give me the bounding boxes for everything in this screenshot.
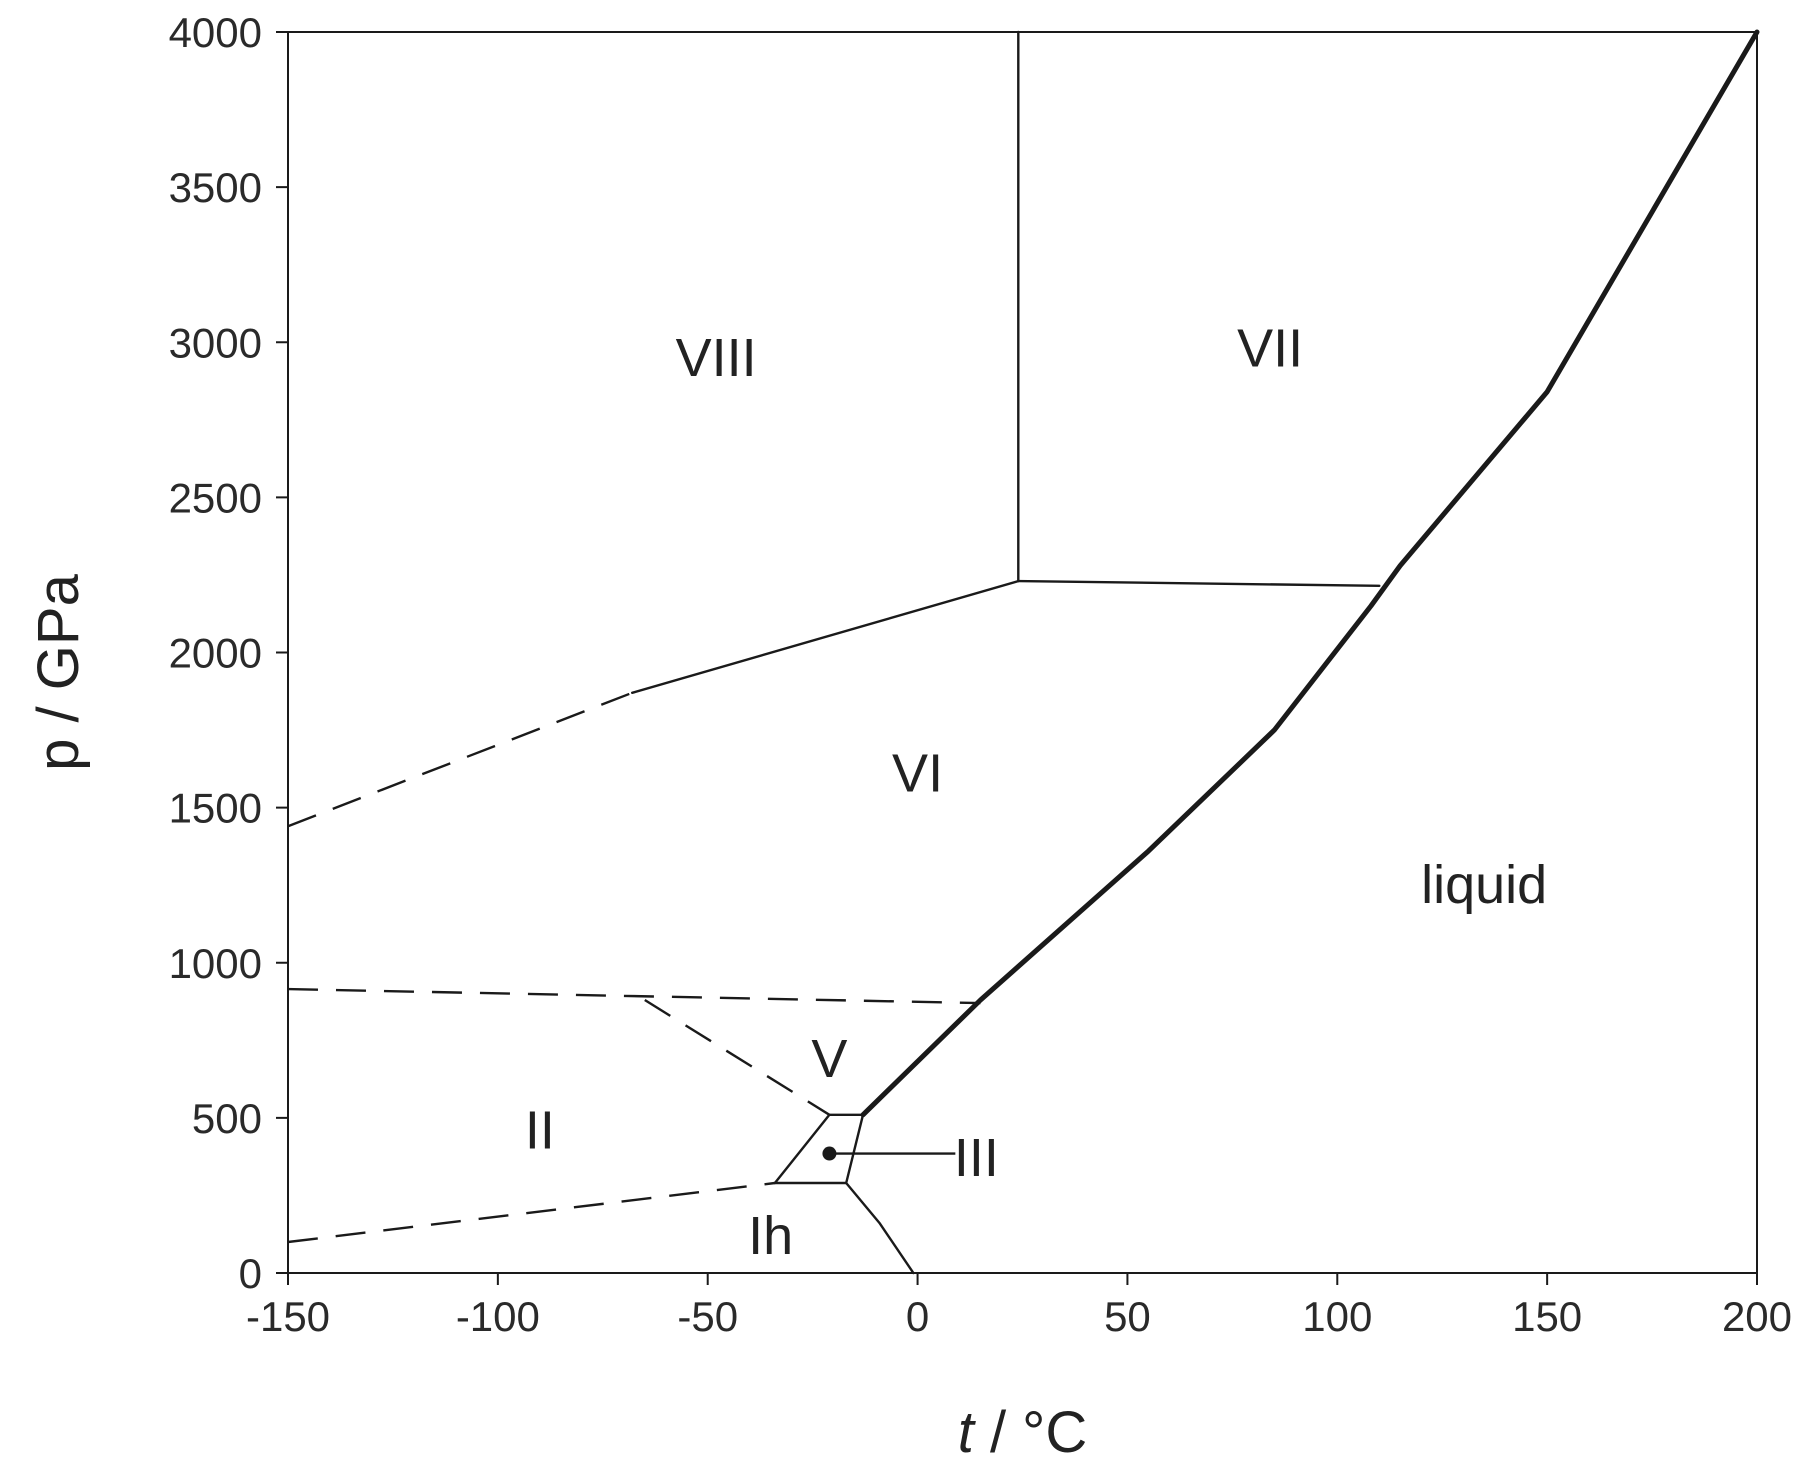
- x-tick-label: 50: [1104, 1293, 1151, 1340]
- series-II-VI-V-boundary-dashed: [287, 987, 981, 1005]
- x-axis-ticks: -150 -100 -50 0 50 100 150 200: [246, 1273, 1792, 1340]
- x-axis-title-variable: t: [958, 1400, 977, 1465]
- x-tick-label: -50: [677, 1293, 738, 1340]
- region-label-viii: VIII: [676, 328, 757, 388]
- series-II-V-boundary-dashed: [644, 998, 831, 1116]
- region-label-iii: III: [954, 1128, 999, 1188]
- series-III-liquid-boundary: [845, 1113, 865, 1185]
- region-label-v: V: [811, 1029, 847, 1089]
- y-tick-label: 4000: [169, 9, 262, 56]
- region-label-ii: II: [525, 1100, 555, 1160]
- region-label-ih: Ih: [748, 1206, 793, 1266]
- annotation-dot: [822, 1146, 837, 1161]
- series-VI-VII-VIII-boundary: [631, 579, 1020, 694]
- y-axis-ticks: 0 500 1000 1500 2000 2500 3000 3500 4000: [169, 9, 288, 1297]
- y-tick-label: 3000: [169, 319, 262, 366]
- phase-boundaries: [287, 29, 1760, 1275]
- y-tick-label: 3500: [169, 164, 262, 211]
- y-tick-label: 0: [239, 1250, 262, 1297]
- annotations: [822, 1146, 956, 1161]
- series-II-III-boundary: [773, 1113, 831, 1185]
- x-tick-label: 100: [1302, 1293, 1372, 1340]
- y-tick-label: 2000: [169, 630, 262, 677]
- x-tick-label: -150: [246, 1293, 330, 1340]
- y-tick-label: 1500: [169, 785, 262, 832]
- y-axis-title: p / GPa: [26, 573, 91, 770]
- region-label-vi: VI: [892, 743, 943, 803]
- x-tick-label: 150: [1512, 1293, 1582, 1340]
- region-label-vii: VII: [1237, 318, 1303, 378]
- x-tick-label: 200: [1722, 1293, 1792, 1340]
- region-label-liquid: liquid: [1421, 855, 1547, 915]
- x-tick-label: 0: [906, 1293, 929, 1340]
- y-tick-label: 500: [192, 1095, 262, 1142]
- x-axis-title-unit: / °C: [974, 1400, 1087, 1465]
- series-Ih-II-boundary-dashed: [287, 1181, 776, 1244]
- x-tick-label: -100: [456, 1293, 540, 1340]
- x-axis-title: t / °C: [958, 1400, 1088, 1465]
- y-tick-label: 2500: [169, 474, 262, 521]
- series-VI-VII-boundary: [1017, 579, 1381, 587]
- series-VI-VIII-boundary-dashed: [287, 691, 633, 828]
- series-Ih-liquid-boundary: [845, 1181, 915, 1275]
- series-melting-curve: [860, 29, 1760, 1118]
- y-tick-label: 1000: [169, 940, 262, 987]
